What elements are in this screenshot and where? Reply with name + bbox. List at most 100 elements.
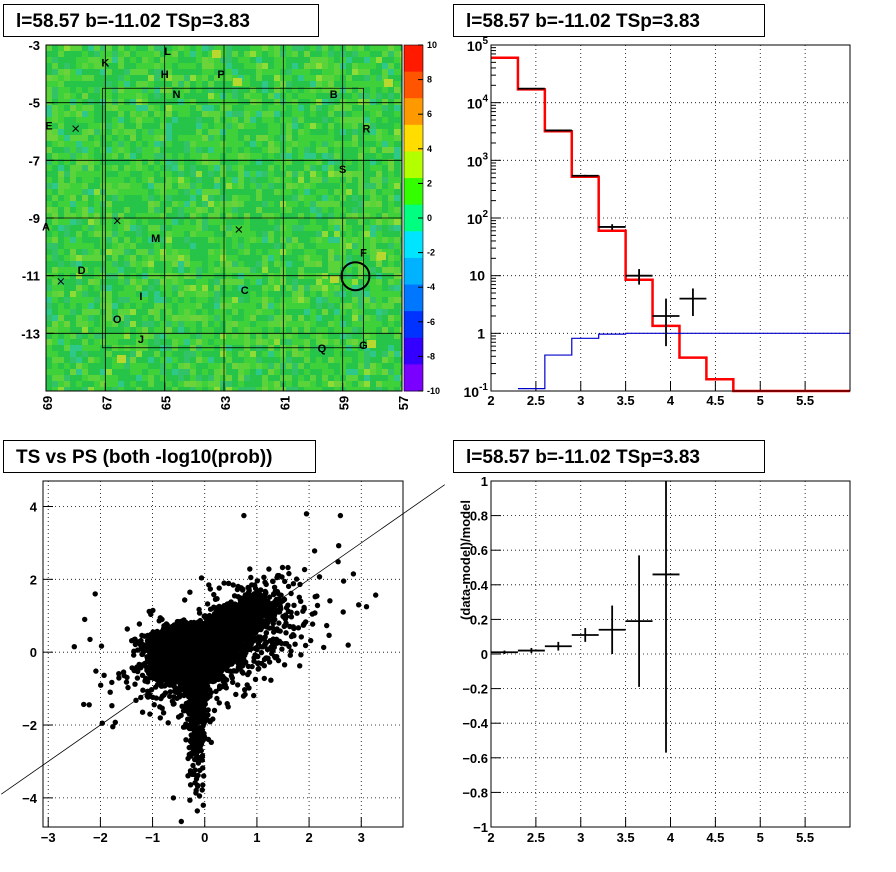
map-pixel bbox=[124, 63, 130, 69]
map-pixel bbox=[52, 213, 58, 219]
map-pixel bbox=[256, 129, 262, 135]
map-pixel bbox=[220, 153, 226, 159]
map-pixel bbox=[286, 357, 292, 363]
map-pixel bbox=[214, 87, 220, 93]
map-pixel bbox=[154, 111, 160, 117]
map-pixel bbox=[298, 177, 304, 183]
map-pixel bbox=[358, 333, 364, 339]
map-pixel bbox=[244, 243, 250, 249]
map-pixel bbox=[316, 141, 322, 147]
map-pixel bbox=[382, 261, 388, 267]
map-pixel bbox=[304, 45, 310, 51]
map-pixel bbox=[304, 315, 310, 321]
map-pixel bbox=[262, 231, 268, 237]
map-pixel bbox=[370, 69, 376, 75]
map-pixel bbox=[118, 327, 124, 333]
map-pixel bbox=[400, 123, 402, 129]
map-pixel bbox=[76, 201, 82, 207]
map-pixel bbox=[82, 45, 88, 51]
map-pixel bbox=[46, 111, 52, 117]
map-pixel bbox=[208, 333, 214, 339]
map-pixel bbox=[322, 159, 328, 165]
map-pixel bbox=[184, 309, 190, 315]
map-pixel bbox=[256, 75, 262, 81]
map-pixel bbox=[112, 237, 118, 243]
map-pixel bbox=[328, 375, 334, 381]
map-pixel bbox=[226, 51, 232, 57]
map-pixel bbox=[166, 75, 172, 81]
map-pixel bbox=[232, 195, 238, 201]
map-pixel bbox=[226, 195, 232, 201]
map-pixel bbox=[370, 87, 376, 93]
map-pixel bbox=[244, 339, 250, 345]
map-pixel bbox=[358, 201, 364, 207]
colorbar-swatch bbox=[404, 244, 423, 259]
map-pixel bbox=[250, 261, 256, 267]
map-pixel bbox=[184, 69, 190, 75]
map-pixel bbox=[262, 279, 268, 285]
map-pixel bbox=[334, 333, 340, 339]
spectrum-y-tick-label: 102 bbox=[467, 209, 489, 227]
map-pixel bbox=[274, 159, 280, 165]
map-pixel bbox=[226, 57, 232, 63]
map-pixel bbox=[232, 201, 238, 207]
map-pixel bbox=[100, 285, 106, 291]
map-pixel bbox=[106, 387, 112, 391]
map-pixel bbox=[250, 243, 256, 249]
map-pixel bbox=[292, 333, 298, 339]
map-pixel bbox=[76, 231, 82, 237]
map-pixel bbox=[58, 129, 64, 135]
map-pixel bbox=[298, 153, 304, 159]
map-pixel bbox=[256, 135, 262, 141]
map-pixel bbox=[100, 99, 106, 105]
map-pixel bbox=[238, 129, 244, 135]
map-pixel bbox=[346, 321, 352, 327]
map-pixel bbox=[214, 315, 220, 321]
map-pixel bbox=[106, 357, 112, 363]
map-pixel bbox=[220, 87, 226, 93]
map-pixel bbox=[394, 201, 400, 207]
map-pixel bbox=[208, 63, 214, 69]
map-pixel bbox=[94, 297, 100, 303]
map-pixel bbox=[118, 75, 124, 81]
map-pixel bbox=[322, 225, 328, 231]
map-pixel bbox=[88, 87, 94, 93]
map-pixel bbox=[52, 63, 58, 69]
map-pixel bbox=[274, 195, 280, 201]
map-pixel bbox=[388, 369, 394, 375]
map-pixel bbox=[268, 291, 274, 297]
map-pixel bbox=[376, 219, 382, 225]
map-pixel bbox=[184, 369, 190, 375]
map-pixel bbox=[70, 201, 76, 207]
map-pixel bbox=[154, 225, 160, 231]
spectrum-panel bbox=[490, 44, 851, 393]
map-pixel bbox=[142, 45, 148, 51]
map-pixel bbox=[190, 357, 196, 363]
map-pixel bbox=[130, 339, 136, 345]
map-pixel bbox=[178, 315, 184, 321]
map-source-label: H bbox=[161, 69, 169, 81]
map-pixel bbox=[292, 387, 298, 391]
map-pixel bbox=[232, 165, 238, 171]
map-pixel bbox=[322, 387, 328, 391]
map-pixel bbox=[82, 315, 88, 321]
map-pixel bbox=[148, 153, 154, 159]
map-pixel bbox=[394, 327, 400, 333]
map-pixel bbox=[100, 339, 106, 345]
map-pixel bbox=[112, 183, 118, 189]
map-pixel bbox=[58, 249, 64, 255]
map-pixel bbox=[394, 381, 400, 387]
map-pixel bbox=[58, 267, 64, 273]
map-pixel bbox=[274, 135, 280, 141]
map-pixel bbox=[58, 219, 64, 225]
map-x-tick-label: 57 bbox=[396, 396, 411, 410]
map-pixel bbox=[316, 99, 322, 105]
map-pixel bbox=[334, 147, 340, 153]
map-pixel bbox=[136, 255, 142, 261]
map-pixel bbox=[52, 207, 58, 213]
map-pixel bbox=[136, 135, 142, 141]
map-pixel bbox=[358, 69, 364, 75]
map-pixel bbox=[304, 117, 310, 123]
map-pixel bbox=[328, 177, 334, 183]
map-pixel bbox=[172, 123, 178, 129]
